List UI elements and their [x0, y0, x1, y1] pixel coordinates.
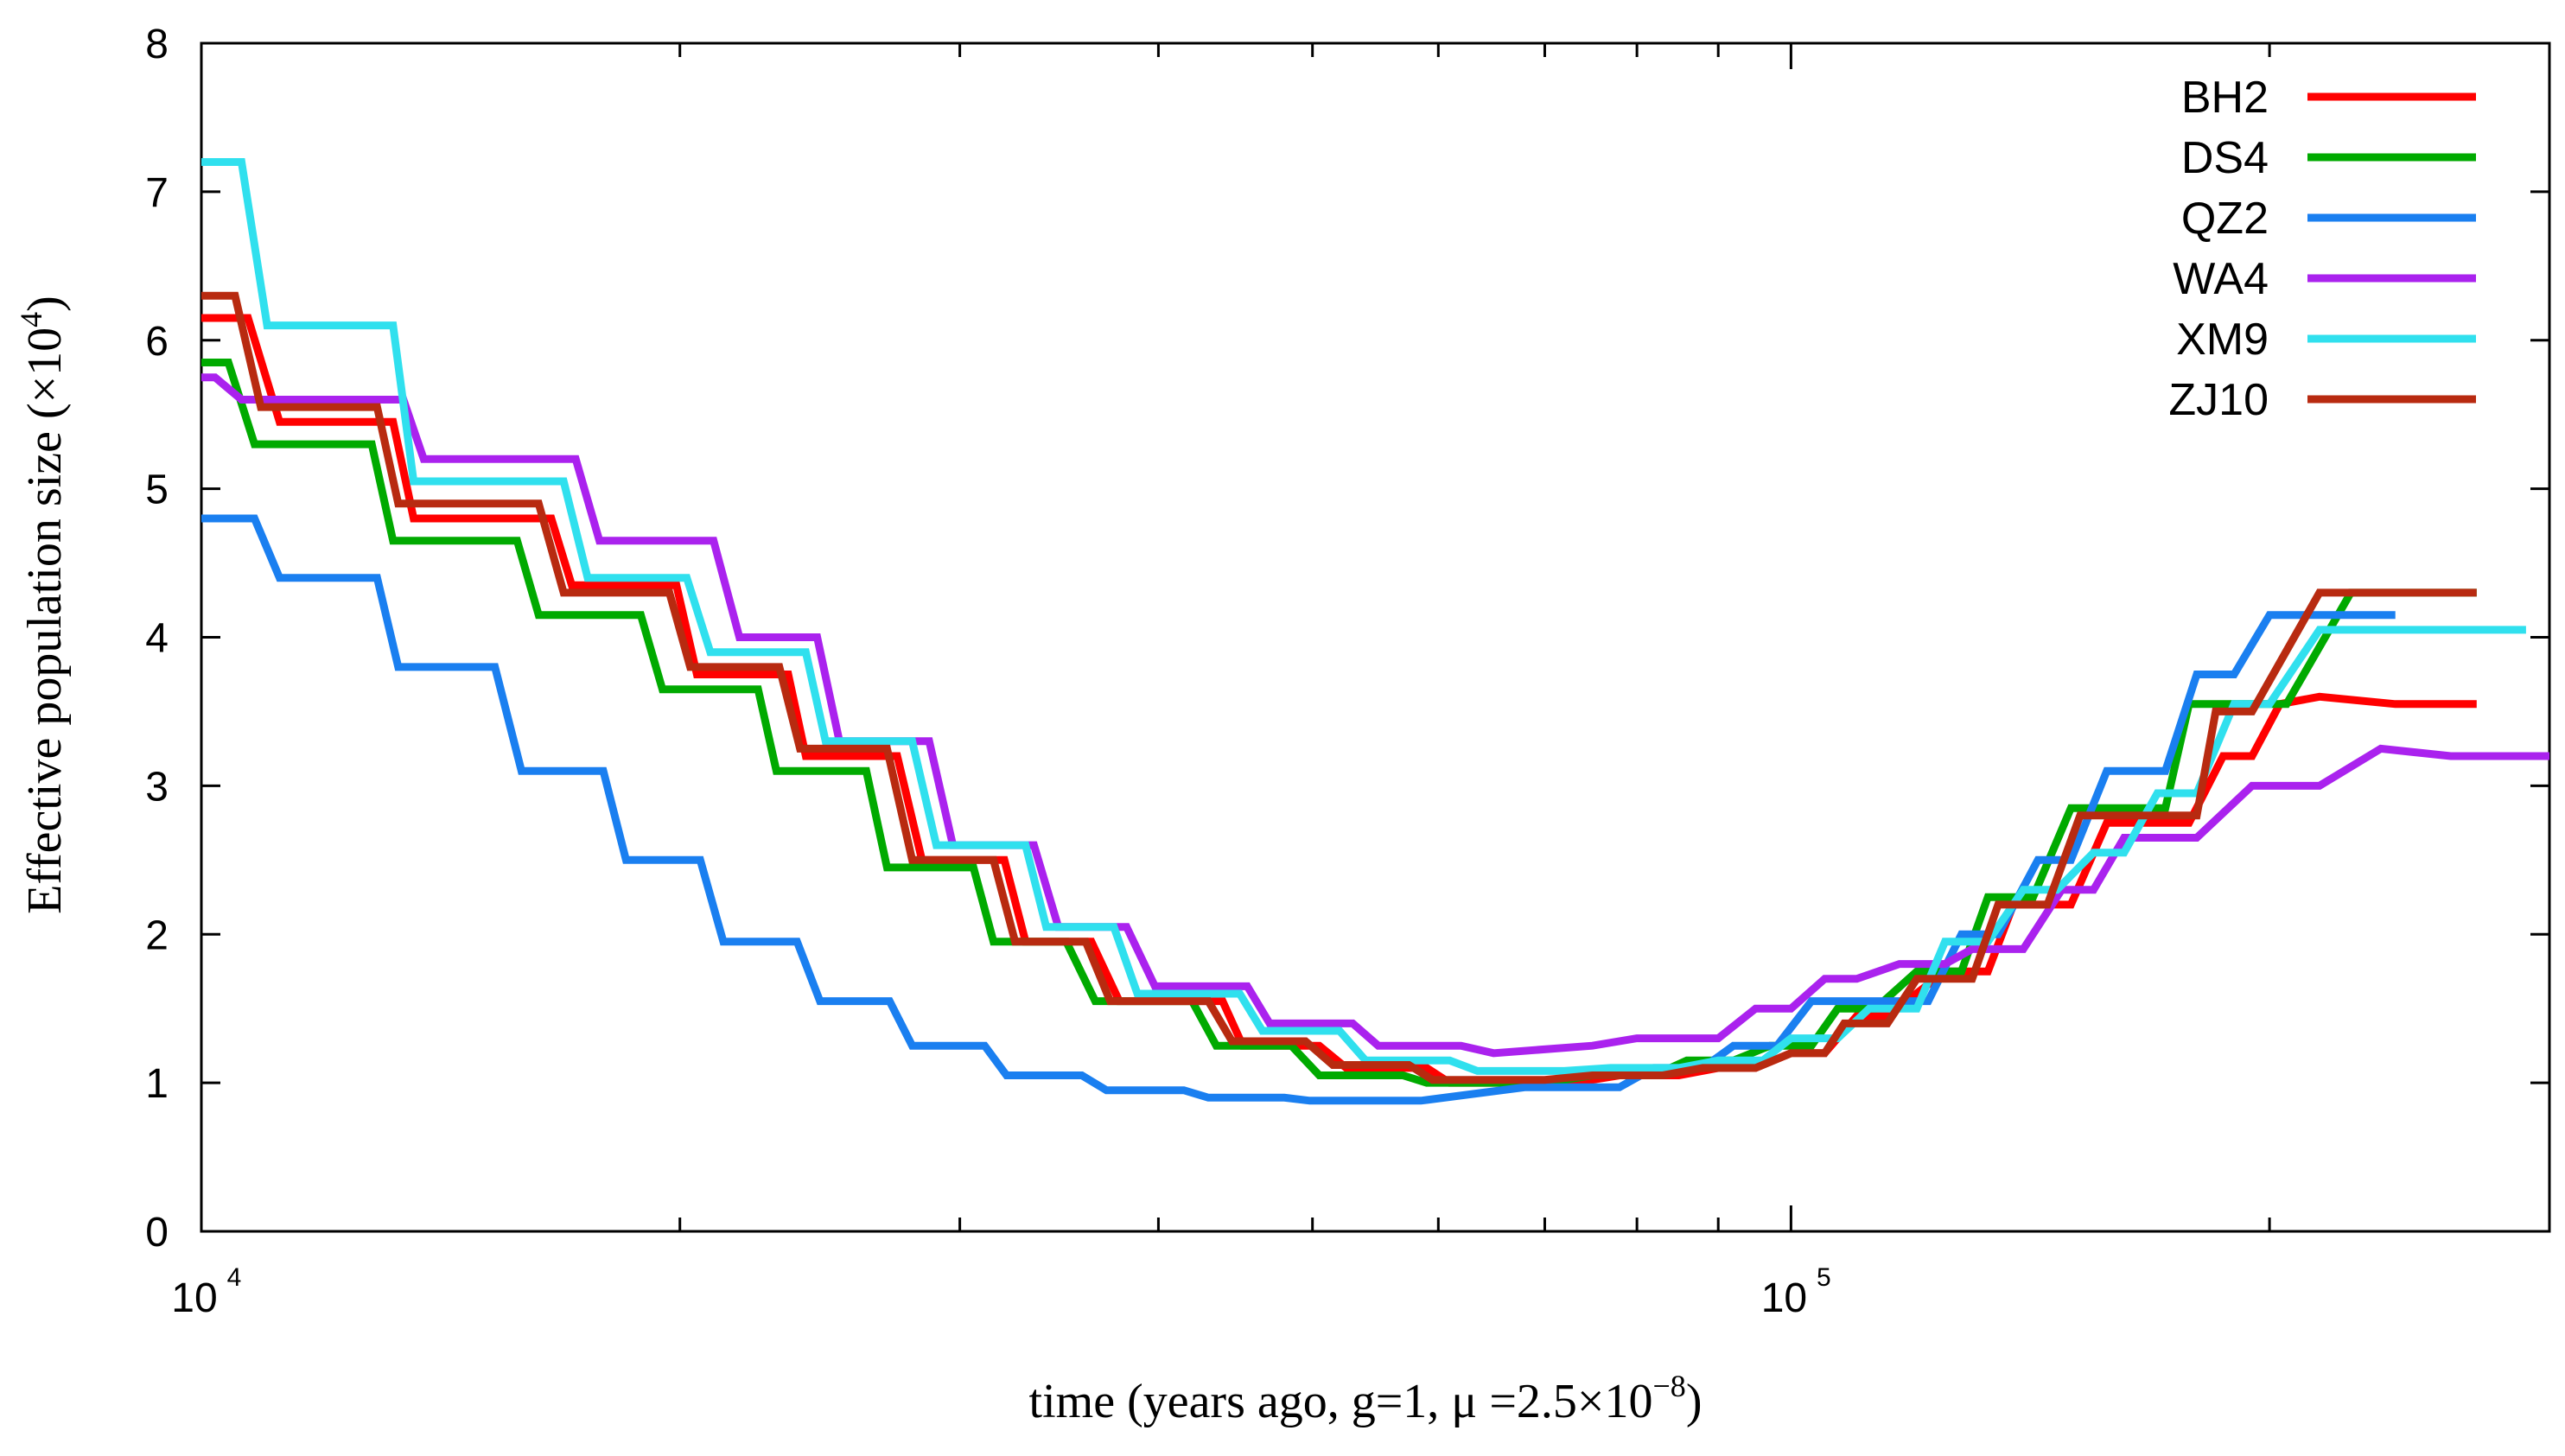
- series-line-wa4: [201, 373, 2549, 1058]
- x-axis-title-sup: −8: [1653, 1369, 1686, 1403]
- legend-label-wa4: WA4: [2173, 254, 2269, 304]
- y-tick-label: 2: [145, 912, 169, 958]
- legend: BH2 DS4 QZ2 WA4 XM9 ZJ10: [2168, 73, 2476, 425]
- y-tick-label: 7: [145, 170, 169, 216]
- series-line-zj10: [201, 291, 2477, 1084]
- legend-label-xm9: XM9: [2176, 315, 2269, 365]
- y-tick-label: 3: [145, 764, 169, 810]
- axis-ticks: [200, 41, 2551, 1233]
- series-line-ds4: [201, 359, 2477, 1087]
- series-line-qz2: [201, 514, 2396, 1105]
- x-tick-exponent: 4: [227, 1263, 242, 1292]
- series-layer: [201, 158, 2549, 1105]
- y-tick-label: 4: [145, 616, 169, 662]
- legend-label-ds4: DS4: [2181, 133, 2269, 183]
- y-tick-label: 1: [145, 1061, 169, 1107]
- series-line-xm9: [201, 158, 2526, 1075]
- y-axis-title-sup: 4: [14, 312, 48, 327]
- y-tick-label: 5: [145, 467, 169, 513]
- series-line-bh2: [201, 314, 2477, 1087]
- y-tick-label: 8: [145, 22, 169, 67]
- y-tick-label: 6: [145, 319, 169, 365]
- x-tick-label: 10: [171, 1275, 217, 1321]
- y-axis-title-main: Effective population size (×10: [18, 327, 72, 914]
- legend-label-bh2: BH2: [2181, 73, 2269, 123]
- x-axis-title-main: time (years ago, g=1, μ =2.5×10: [1029, 1375, 1653, 1428]
- x-tick-exponent: 5: [1817, 1263, 1831, 1292]
- legend-label-qz2: QZ2: [2181, 194, 2269, 244]
- legend-label-zj10: ZJ10: [2168, 375, 2269, 425]
- x-tick-label: 10: [1761, 1275, 1807, 1321]
- y-axis-title: Effective population size (×104): [14, 296, 72, 914]
- x-axis-title-end: ): [1686, 1375, 1703, 1428]
- y-tick-label: 0: [145, 1210, 169, 1256]
- tick-labels: 0 1 2 3 4 5 6 7 8 10 4 10 5: [145, 22, 1830, 1321]
- x-axis-title: time (years ago, g=1, μ =2.5×10−8): [1029, 1369, 1703, 1428]
- y-axis-title-end: ): [18, 296, 72, 312]
